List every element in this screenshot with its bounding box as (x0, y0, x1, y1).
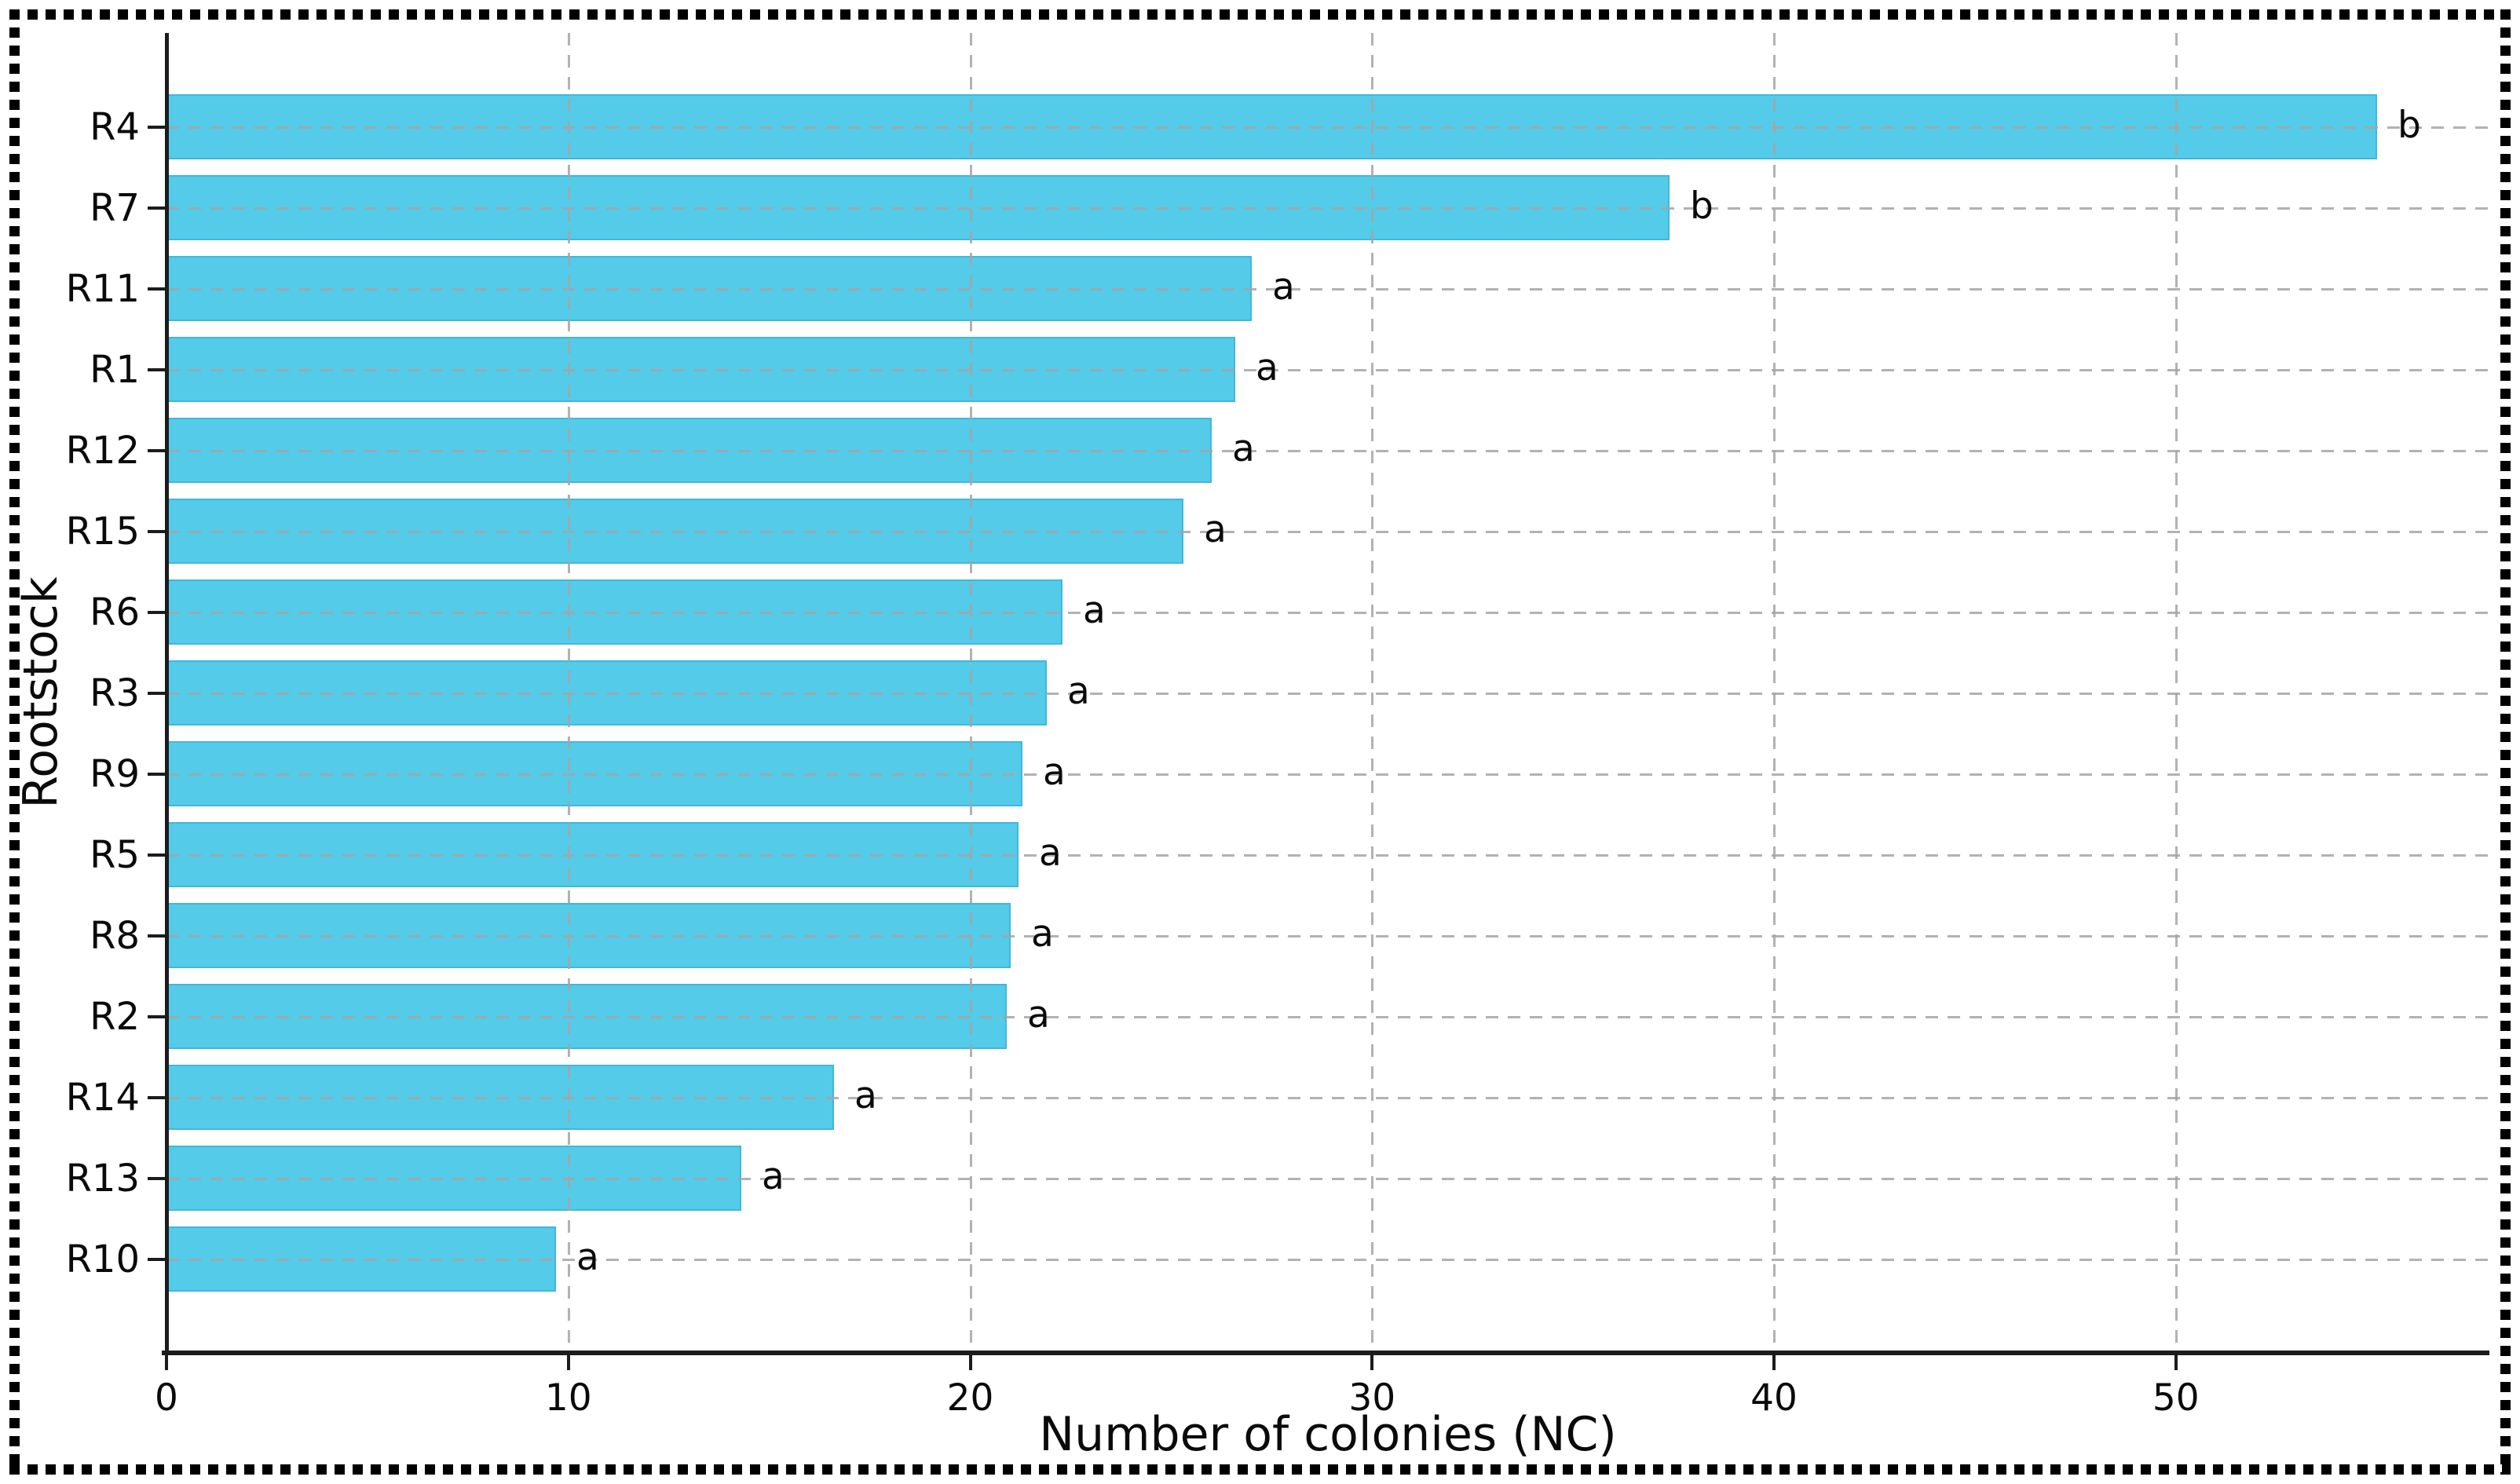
x-tick-mark-10 (566, 1353, 570, 1370)
y-tick-mark-R6 (148, 611, 166, 614)
significance-letter-R10: a (576, 1236, 599, 1279)
significance-letter-R12: a (1232, 427, 1255, 470)
significance-letter-R11: a (1272, 265, 1295, 309)
y-gridline-R7 (166, 207, 2489, 210)
y-tick-mark-R11 (148, 287, 166, 291)
y-tick-label-R4: R4 (90, 105, 140, 149)
significance-letter-R5: a (1039, 832, 1062, 875)
y-tick-label-R13: R13 (65, 1157, 140, 1201)
y-gridline-R11 (166, 288, 2489, 291)
significance-letter-R7: b (1690, 185, 1714, 228)
y-gridline-R12 (166, 450, 2489, 452)
y-tick-label-R7: R7 (90, 186, 140, 230)
y-gridline-R6 (166, 612, 2489, 614)
y-tick-mark-R10 (148, 1258, 166, 1261)
y-tick-mark-R7 (148, 207, 166, 210)
y-gridline-R13 (166, 1178, 2489, 1180)
y-tick-mark-R12 (148, 449, 166, 452)
y-tick-mark-R4 (148, 126, 166, 129)
y-tick-mark-R8 (148, 934, 166, 938)
y-tick-label-R3: R3 (90, 671, 140, 715)
y-tick-label-R11: R11 (65, 267, 140, 311)
significance-letter-R4: b (2397, 104, 2421, 147)
x-tick-mark-50 (2174, 1353, 2178, 1370)
significance-letter-R6: a (1083, 589, 1106, 632)
significance-letter-R14: a (854, 1074, 877, 1117)
y-tick-label-R2: R2 (90, 995, 140, 1039)
y-tick-mark-R1 (148, 368, 166, 371)
y-tick-mark-R3 (148, 692, 166, 695)
significance-letter-R1: a (1256, 346, 1278, 389)
y-gridline-R9 (166, 773, 2489, 776)
y-tick-label-R10: R10 (65, 1237, 140, 1281)
x-tick-mark-20 (968, 1353, 972, 1370)
y-tick-mark-R14 (148, 1096, 166, 1099)
significance-letter-R15: a (1204, 508, 1227, 551)
y-gridline-R8 (166, 935, 2489, 938)
y-tick-label-R6: R6 (90, 590, 140, 634)
x-tick-mark-0 (165, 1353, 168, 1370)
y-tick-mark-R9 (148, 773, 166, 776)
y-tick-label-R1: R1 (90, 348, 140, 392)
y-tick-label-R15: R15 (65, 510, 140, 554)
y-tick-label-R12: R12 (65, 429, 140, 473)
y-gridline-R3 (166, 693, 2489, 695)
y-tick-label-R8: R8 (90, 914, 140, 958)
x-tick-label-40: 40 (1750, 1376, 1798, 1420)
y-tick-mark-R2 (148, 1015, 166, 1018)
y-axis-line (165, 33, 169, 1355)
y-gridline-R10 (166, 1259, 2489, 1261)
x-tick-label-10: 10 (544, 1376, 592, 1420)
x-axis-line (162, 1351, 2489, 1355)
x-tick-label-0: 0 (155, 1376, 178, 1420)
y-tick-label-R5: R5 (90, 833, 140, 877)
y-tick-mark-R5 (148, 853, 166, 857)
x-tick-label-30: 30 (1348, 1376, 1396, 1420)
x-axis-label: Number of colonies (NC) (1039, 1407, 1617, 1462)
y-gridline-R5 (166, 854, 2489, 857)
x-tick-mark-40 (1772, 1353, 1776, 1370)
x-tick-label-20: 20 (946, 1376, 994, 1420)
y-tick-label-R9: R9 (90, 752, 140, 796)
significance-letter-R9: a (1043, 751, 1066, 794)
y-gridline-R14 (166, 1097, 2489, 1099)
significance-letter-R3: a (1067, 670, 1090, 713)
significance-letter-R2: a (1027, 993, 1050, 1036)
y-gridline-R15 (166, 531, 2489, 533)
figure-border-left (9, 9, 20, 1475)
y-tick-mark-R13 (148, 1177, 166, 1180)
significance-letter-R8: a (1031, 912, 1054, 956)
x-tick-label-50: 50 (2152, 1376, 2200, 1420)
y-axis-label: Rootstock (13, 576, 68, 809)
figure-border-right (2500, 9, 2511, 1475)
figure-border-top (9, 9, 2511, 20)
y-gridline-R4 (166, 126, 2489, 129)
significance-letter-R13: a (762, 1155, 785, 1198)
y-gridline-R2 (166, 1016, 2489, 1018)
y-tick-label-R14: R14 (65, 1076, 140, 1120)
y-gridline-R1 (166, 369, 2489, 371)
x-tick-mark-30 (1370, 1353, 1374, 1370)
figure-border-bottom (9, 1464, 2511, 1475)
y-tick-mark-R15 (148, 530, 166, 533)
